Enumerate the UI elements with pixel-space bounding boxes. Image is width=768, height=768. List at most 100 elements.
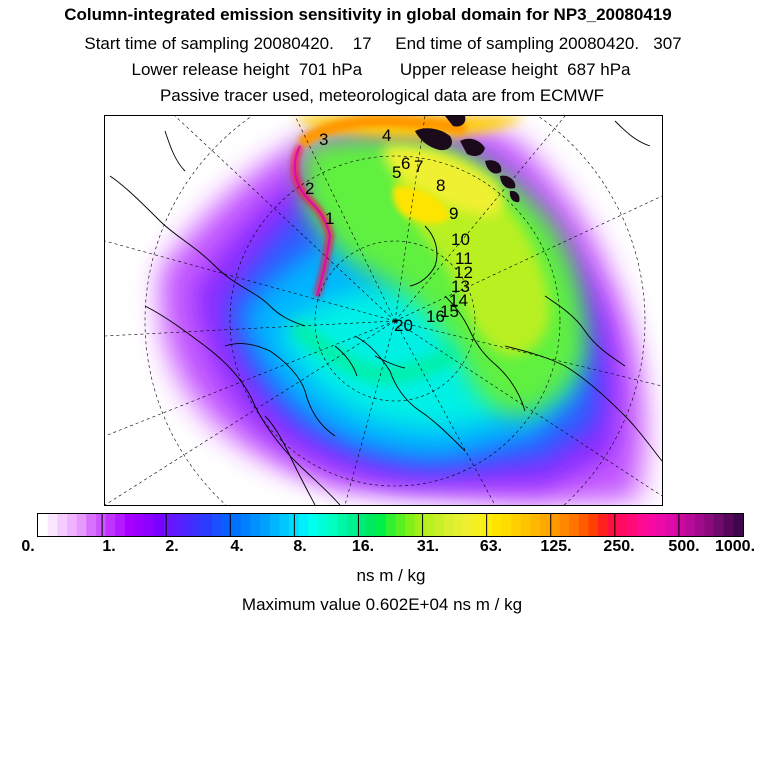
colorbar-swatch [395, 514, 406, 536]
colorbar-swatch [337, 514, 348, 536]
colorbar-swatch [318, 514, 329, 536]
colorbar-swatch [569, 514, 580, 536]
colorbar-swatch [327, 514, 338, 536]
colorbar-swatch [356, 514, 367, 536]
trajectory-label: 15 [440, 302, 459, 321]
plot-title: Column-integrated emission sensitivity i… [64, 5, 672, 24]
colorbar-swatch [685, 514, 696, 536]
trajectory-labels: 1 2 3 4 5 6 7 8 9 10 11 12 13 14 15 16 2… [305, 126, 473, 335]
colorbar-swatch [105, 514, 116, 536]
colorbar-swatch [66, 514, 78, 536]
colorbar-swatch [404, 514, 416, 536]
colorbar-swatch [530, 514, 541, 536]
colorbar-swatch [646, 514, 657, 536]
colorbar-tick-label: 1. [102, 538, 116, 555]
colorbar-swatch [240, 514, 252, 536]
colorbar-tick-label: 63. [479, 538, 503, 555]
map-canvas: 1 2 3 4 5 6 7 8 9 10 11 12 13 14 15 16 2… [105, 116, 662, 505]
colorbar-tick-label: 1000. [714, 538, 756, 555]
high-sensitivity-patches [415, 116, 520, 203]
colorbar-swatch [163, 514, 174, 536]
colorbar-swatch [192, 514, 203, 536]
colorbar-swatch [182, 514, 194, 536]
colorbar-swatch [414, 514, 425, 536]
colorbar-tick-label: 31. [416, 538, 440, 555]
colorbar-swatch [260, 514, 271, 536]
colorbar-swatch [472, 514, 483, 536]
colorbar-swatch [115, 514, 126, 536]
trajectory-label: 11 [455, 249, 473, 268]
colorbar-swatch [173, 514, 184, 536]
trajectory-label: 7 [414, 157, 423, 176]
colorbar-swatch [588, 514, 599, 536]
coastlines [109, 120, 662, 505]
colorbar-swatch [279, 514, 290, 536]
colorbar-swatch [57, 514, 68, 536]
colorbar-swatch [347, 514, 358, 536]
colorbar-ticks: 0. 1. 2. 4. 8. 16. 31. 63. 125. 250. 500… [0, 538, 768, 558]
trajectory-label: 3 [319, 130, 328, 149]
colorbar-swatch [714, 514, 725, 536]
colorbar-swatch [549, 514, 561, 536]
colorbar-swatch [462, 514, 474, 536]
tracer-note-line: Passive tracer used, meteorological data… [159, 86, 605, 105]
colorbar-tick-label: 2. [165, 538, 179, 555]
colorbar [37, 513, 744, 537]
trajectory-label: 20 [394, 316, 413, 335]
colorbar-swatch [86, 514, 97, 536]
colorbar-swatch [598, 514, 609, 536]
colorbar-swatch [453, 514, 464, 536]
colorbar-swatches [38, 514, 744, 536]
trajectory-label: 14 [449, 291, 468, 310]
colorbar-swatch [520, 514, 532, 536]
colorbar-swatch [675, 514, 686, 536]
trajectory-label: 6 [401, 154, 410, 173]
colorbar-swatch [482, 514, 493, 536]
colorbar-swatch [153, 514, 165, 536]
trajectory-label: 8 [436, 176, 445, 195]
colorbar-swatch [298, 514, 310, 536]
colorbar-swatch [540, 514, 551, 536]
colorbar-tick-label: 500. [668, 538, 700, 555]
colorbar-swatch [424, 514, 435, 536]
colorbar-swatch [607, 514, 619, 536]
colorbar-swatch [385, 514, 396, 536]
colorbar-swatch [636, 514, 648, 536]
colorbar-swatch [578, 514, 590, 536]
trajectory-label: 1 [325, 209, 334, 228]
colorbar-swatch [231, 514, 242, 536]
colorbar-tick-label: 16. [351, 538, 375, 555]
colorbar-swatch [501, 514, 512, 536]
colorbar-swatch [376, 514, 387, 536]
trajectory-label: 13 [451, 277, 470, 296]
trajectory-label: 10 [451, 230, 470, 249]
colorbar-swatch [733, 514, 744, 536]
colorbar-swatch [704, 514, 715, 536]
colorbar-swatch [269, 514, 281, 536]
sensitivity-field [153, 116, 654, 505]
colorbar-swatch [76, 514, 87, 536]
trajectory-label: 2 [305, 179, 314, 198]
colorbar-swatch [308, 514, 319, 536]
colorbar-swatch [95, 514, 107, 536]
colorbar-swatch [366, 514, 377, 536]
colorbar-swatch [202, 514, 213, 536]
colorbar-tick-label: 125. [540, 538, 572, 555]
colorbar-tick-label: 250. [603, 538, 635, 555]
colorbar-swatch [617, 514, 628, 536]
colorbar-swatch [38, 514, 49, 536]
colorbar-tick-label: 0. [21, 538, 35, 555]
colorbar-swatch [511, 514, 522, 536]
polar-map: 1 2 3 4 5 6 7 8 9 10 11 12 13 14 15 16 2… [104, 115, 663, 506]
trajectory-label: 16 [426, 307, 445, 326]
trajectory-label: 5 [392, 163, 401, 182]
trajectory-label: 4 [382, 126, 391, 145]
maximum-value: Maximum value 0.602E+04 ns m / kg [241, 595, 523, 614]
colorbar-swatch [665, 514, 676, 536]
graticule [105, 116, 662, 505]
trajectory-label: 9 [449, 204, 458, 223]
colorbar-tick-label: 8. [293, 538, 307, 555]
colorbar-swatch [723, 514, 734, 536]
colorbar-swatch [491, 514, 503, 536]
colorbar-swatch [656, 514, 667, 536]
